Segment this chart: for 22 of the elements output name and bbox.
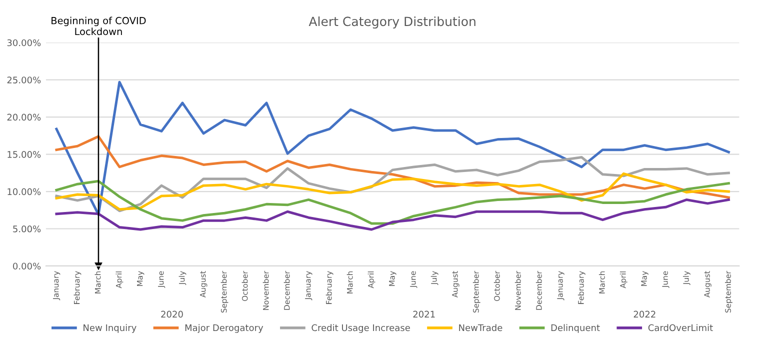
y-tick-label: 10.00% (8, 188, 41, 196)
y-tick-label: 5.00% (13, 225, 41, 232)
y-tick-label: 0.00% (13, 262, 41, 270)
legend-label: Delinquent (551, 324, 600, 333)
legend-label: Credit Usage Increase (312, 324, 410, 333)
line-series (55, 80, 730, 216)
y-tick-label: 20.00% (7, 114, 41, 121)
line-series (55, 180, 730, 225)
line-series (55, 172, 730, 211)
line-series (55, 198, 730, 231)
ref-line-label: Beginning of COVID Lockdown (52, 16, 146, 36)
y-tick-label: 15.00% (8, 151, 41, 158)
text: 2020 (161, 310, 183, 318)
text: 2022 (634, 310, 656, 318)
legend-label: Major Derogatory (185, 324, 264, 333)
text: 2021 (413, 310, 435, 318)
y-tick-label: 30.00% (7, 39, 41, 46)
legend-label: NewTrade (459, 324, 502, 332)
legend-label: CardOverLimit (648, 324, 713, 332)
y-tick-label: 25.00% (7, 76, 41, 84)
chart-title: Alert Category Distribution (308, 16, 476, 29)
legend-label: New Inquiry (84, 324, 136, 333)
